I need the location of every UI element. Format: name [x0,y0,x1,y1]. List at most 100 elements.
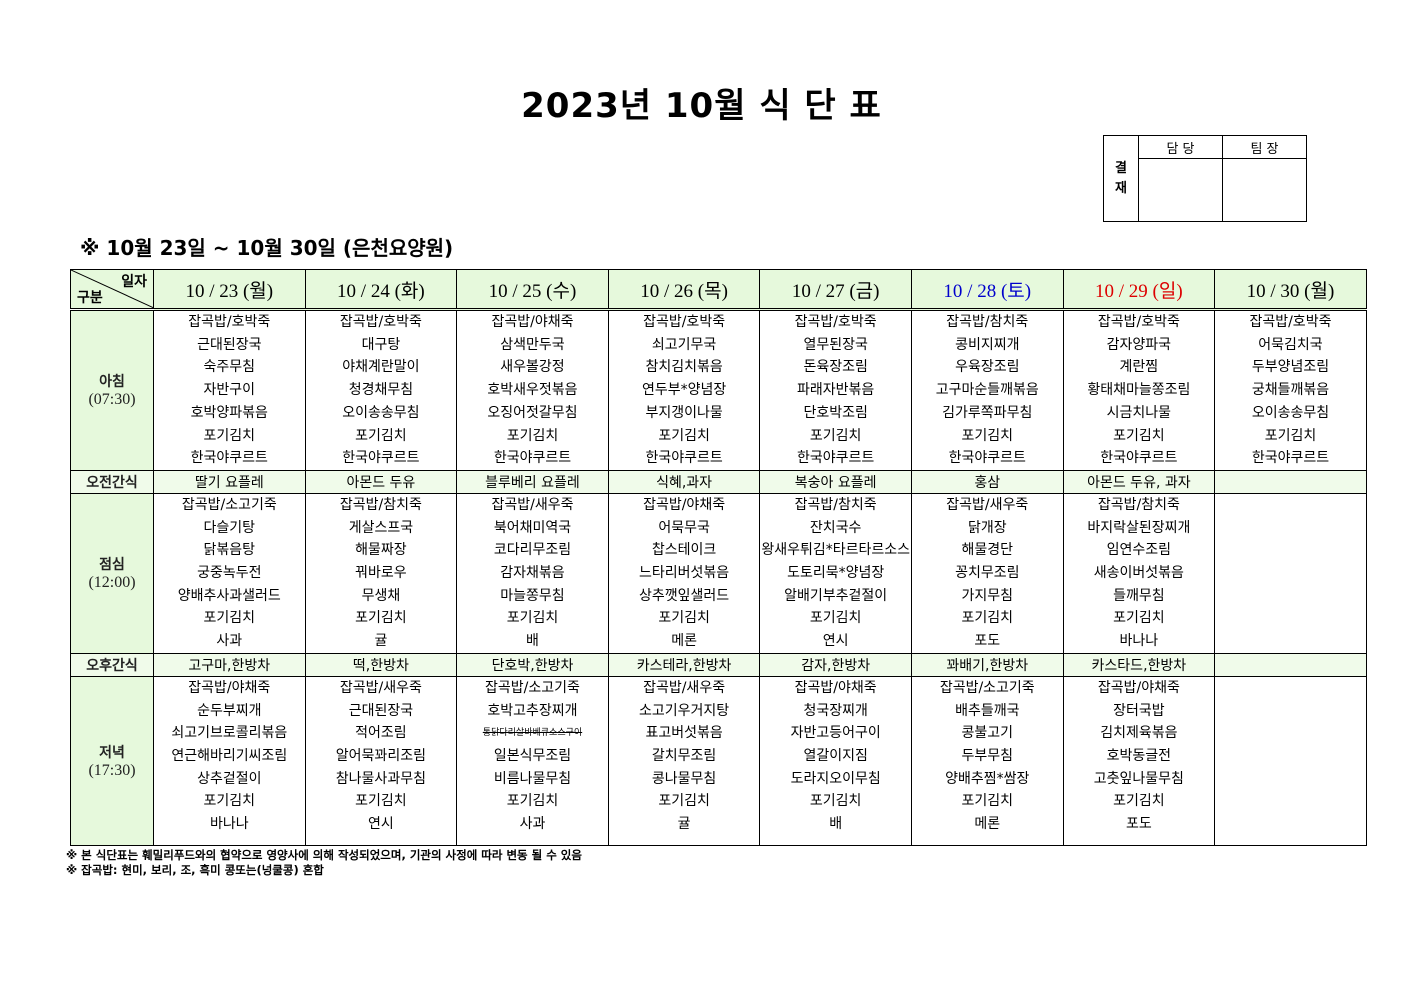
menu-cell: 잡곡밥/호박죽 열무된장국 돈육장조림 파래자반볶음 단호박조림 포기김치 한국야쿠르트 [759,309,912,471]
menu-item: 마늘쫑무침 [500,587,565,604]
menu-item: 알어묵꽈리조림 [335,747,426,764]
menu-item: 포기김치 [658,427,710,444]
menu-item: 두부무침 [961,747,1014,764]
menu-item: 잡곡밥/호박죽 [1249,314,1332,330]
menu-item: 참나물사과무침 [335,770,426,787]
menu-item: 고구마순들깨볶음 [935,382,1039,399]
menu-item: 잡곡밥/호박죽 [1097,314,1180,330]
menu-item: 포기김치 [203,793,256,810]
menu-item: 다슬기탕 [203,519,256,536]
menu-item: 바지락살된장찌개 [1087,519,1191,536]
menu-item: 닭볶음탕 [203,542,256,559]
menu-cell: 잡곡밥/호박죽 감자양파국 계란찜 황태채마늘쫑조림 시금치나물 포기김치 한국야쿠르트 [1062,309,1216,471]
meal-time: (07:30) [88,391,136,409]
menu-cell: 잡곡밥/호박죽 근대된장국 숙주무침 자반구이 호박양파볶음 포기김치 한국야쿠르트 [153,309,306,471]
menu-item: 새우볼강정 [500,359,565,376]
menu-cell: 잡곡밥/야채죽 어묵무국 찹스테이크 느타리버섯볶음 상추깻잎샐러드 포기김치 메론 [607,492,761,654]
menu-item: 파래자반볶음 [797,382,875,399]
menu-item: 도토리묵*양념장 [787,565,885,582]
menu-item: 열무된장국 [803,336,868,353]
menu-item: 연시 [368,816,394,833]
menu-item: 김치제육볶음 [1100,725,1178,742]
menu-item: 해물경단 [961,542,1014,559]
menu-item: 바나나 [209,816,249,833]
approval-col-staff: 담 당 [1138,135,1223,159]
snack-label: 오후간식 [70,652,154,677]
day-header: 10 / 25 (수) [456,269,609,311]
menu-item: 찹스테이크 [651,542,717,559]
menu-item: 한국야쿠르트 [342,450,420,467]
meal-name: 점심 [99,557,125,574]
snack-cell: 감자,한방차 [759,652,912,677]
menu-item: 포기김치 [809,793,862,810]
menu-item: 메론 [974,816,1001,833]
meal-label-dinner: 저녁 (17:30) [70,675,154,846]
menu-item: 소고기우거지탕 [638,702,730,719]
menu-item: 포기김치 [1264,427,1317,444]
meal-label-lunch: 점심 (12:00) [70,492,154,654]
approval-label-1: 결 [1115,160,1127,176]
snack-cell: 복숭아 요플레 [759,469,912,494]
menu-cell: 잡곡밥/호박죽 대구탕 야채계란말이 청경채무침 오이송송무침 포기김치 한국야쿠르트 [304,309,458,471]
diagonal-line [71,270,154,308]
day-header: 10 / 30 (월) [1214,269,1367,311]
menu-item: 포기김치 [658,793,710,810]
day-header: 10 / 24 (화) [304,269,458,311]
snack-cell: 아몬드 두유 [304,469,458,494]
menu-item: 해물짜장 [355,542,407,559]
menu-item: 무생채 [361,587,401,604]
menu-item: 궁채들깨볶음 [1251,382,1330,399]
menu-item: 청경채무침 [348,382,414,399]
menu-item: 포기김치 [1113,793,1165,810]
menu-cell: 잡곡밥/새우죽 소고기우거지탕 표고버섯볶음 갈치무조림 콩나물무침 포기김치 귤 [607,675,761,846]
menu-item: 한국야쿠르트 [1251,450,1330,467]
menu-item: 포기김치 [506,427,559,444]
menu-item: 잡곡밥/새우죽 [491,496,574,513]
menu-item: 포기김치 [658,610,710,627]
approval-sign-manager[interactable] [1222,158,1307,222]
menu-item: 포기김치 [506,793,559,810]
menu-item: 도라지오이무침 [790,770,881,787]
menu-item: 잡곡밥/호박죽 [339,314,422,330]
menu-item: 포기김치 [355,427,407,444]
approval-col-manager: 팀 장 [1222,135,1307,159]
menu-item: 숙주무침 [203,359,256,376]
menu-item: 자반구이 [203,382,256,399]
snack-label: 오전간식 [70,469,154,494]
row-snack_am: 오전간식 딸기 요플레 아몬드 두유 블루베리 요플레 식혜,과자 복숭아 요플레 홍삼 아몬… [70,469,1367,494]
snack-cell: 아몬드 두유, 과자 [1062,469,1216,494]
menu-item: 한국야쿠르트 [797,450,875,467]
menu-item: 오징어젓갈무침 [487,404,578,421]
snack-cell [1214,652,1367,677]
menu-item: 콩불고기 [961,725,1014,742]
corner-cell: 일자 구분 [70,269,154,311]
menu-item: 청국장찌개 [803,702,868,719]
day-header: 10 / 27 (금) [759,269,912,311]
menu-item: 열갈이지짐 [803,747,868,764]
meal-plan-table: 일자 구분 10 / 23 (월) 10 / 24 (화) 10 / 25 (수) 10 … [70,269,1367,846]
menu-item: 포기김치 [506,610,559,627]
menu-item: 귤 [677,816,691,833]
approval-box: 결 재 담 당 팀 장 [1103,135,1307,222]
menu-item: 쇠고기무국 [651,336,717,353]
menu-item: 두부양념조림 [1251,359,1330,376]
menu-cell: 잡곡밥/새우죽 닭개장 해물경단 꽁치무조림 가지무침 포기김치 포도 [910,492,1064,654]
menu-item: 배 [526,633,539,650]
menu-item: 귤 [374,633,388,650]
menu-item: 계란찜 [1119,359,1159,376]
menu-item: 야채계란말이 [342,359,420,376]
approval-label: 결 재 [1103,135,1139,222]
snack-cell: 단호박,한방차 [456,652,609,677]
menu-item: 호박동글전 [1106,747,1172,764]
approval-sign-staff[interactable] [1138,158,1223,222]
row-lunch: 점심 (12:00) 잡곡밥/소고기죽 다슬기탕 닭볶음탕 궁중녹두전 양배추사과샐러드 포기… [70,492,1367,654]
menu-item: 부지갱이나물 [645,404,723,421]
menu-item: 잡곡밥/소고기죽 [939,679,1035,696]
menu-item: 통닭다리살바베큐소스구이 [482,728,583,739]
menu-item: 장터국밥 [1113,702,1165,719]
snack-cell: 고구마,한방차 [153,652,306,677]
menu-item: 포기김치 [961,427,1014,444]
menu-item: 바나나 [1119,633,1159,650]
menu-item: 게살스프국 [348,519,414,536]
menu-item: 어묵김치국 [1258,336,1323,353]
